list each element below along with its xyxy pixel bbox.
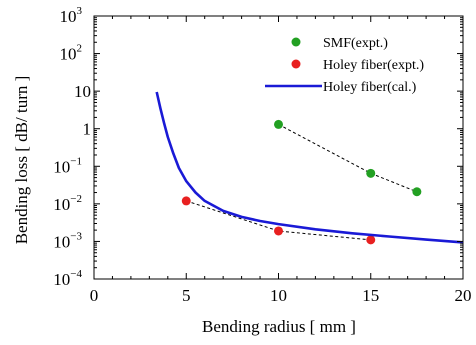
y-tick-label: 10−2 xyxy=(53,193,82,214)
legend-marker xyxy=(291,59,301,69)
x-tick-label: 0 xyxy=(90,286,99,305)
legend-marker xyxy=(291,37,301,47)
data-point xyxy=(181,196,191,206)
y-tick-base: 10 xyxy=(53,270,70,289)
data-point xyxy=(366,168,376,178)
y-tick-base: 10 xyxy=(74,82,91,101)
data-point xyxy=(274,226,283,236)
x-tick-label: 15 xyxy=(362,286,379,305)
legend: SMF(expt.) Holey fiber(expt.) Holey fiber(… xyxy=(265,36,424,95)
y-tick-label: 10−3 xyxy=(53,230,82,251)
y-tick-exponent: −3 xyxy=(70,230,82,242)
tick-marks xyxy=(93,15,464,280)
y-tick-base: 1 xyxy=(83,120,92,139)
y-tick-exponent: −1 xyxy=(70,155,82,167)
y-tick-label: 10−4 xyxy=(53,268,82,289)
y-tick-label: 102 xyxy=(60,43,83,64)
data-point xyxy=(366,235,376,245)
legend-label: SMF(expt.) xyxy=(323,36,388,51)
y-tick-exponent: −4 xyxy=(70,268,82,280)
series-line-holey-fiber-cal xyxy=(155,91,463,244)
y-axis-label: Bending loss [ dB/ turn ] xyxy=(12,76,31,245)
y-tick-exponent: 3 xyxy=(77,5,83,17)
y-tick-base: 10 xyxy=(60,45,77,64)
x-tick-label: 20 xyxy=(455,286,472,305)
y-tick-base: 10 xyxy=(53,195,70,214)
y-tick-label: 10−1 xyxy=(53,155,82,176)
y-tick-base: 10 xyxy=(60,7,77,26)
legend-label: Holey fiber(expt.) xyxy=(323,58,424,73)
series-connector-0 xyxy=(278,123,418,193)
y-tick-exponent: 2 xyxy=(77,43,83,55)
data-point xyxy=(412,187,422,197)
y-tick-label: 103 xyxy=(60,5,83,26)
plot-frame xyxy=(93,15,464,280)
y-tick-base: 10 xyxy=(53,157,70,176)
y-tick-base: 10 xyxy=(53,232,70,251)
y-tick-exponent: −2 xyxy=(70,193,82,205)
x-tick-label: 5 xyxy=(182,286,191,305)
y-tick-label: 1 xyxy=(83,120,92,139)
y-tick-label: 10 xyxy=(74,82,91,101)
x-axis-label: Bending radius [ mm ] xyxy=(202,317,356,336)
x-tick-label: 10 xyxy=(270,286,287,305)
data-point xyxy=(274,119,283,129)
plot-area xyxy=(93,15,464,280)
legend-label: Holey fiber(cal.) xyxy=(323,80,417,95)
